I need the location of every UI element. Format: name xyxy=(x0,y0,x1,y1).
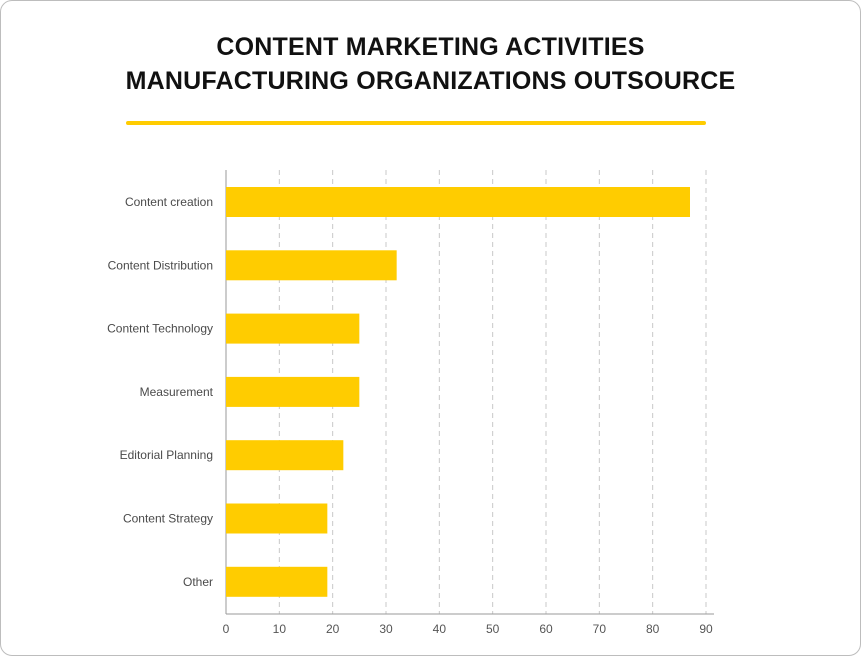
category-label: Content Technology xyxy=(107,322,213,336)
x-tick-label: 40 xyxy=(433,622,447,636)
bar-content-creation xyxy=(226,187,690,217)
category-label: Content Distribution xyxy=(108,258,213,272)
x-tick-label: 80 xyxy=(646,622,660,636)
bar-content-technology xyxy=(226,313,360,344)
chart-title-line-1: CONTENT MARKETING ACTIVITIES xyxy=(216,33,645,61)
x-tick-label: 30 xyxy=(379,622,393,636)
x-tick-label: 50 xyxy=(486,622,500,636)
category-label: Other xyxy=(183,575,213,589)
category-label: Content creation xyxy=(125,195,213,209)
x-tick-label: 60 xyxy=(539,622,553,636)
x-tick-label: 90 xyxy=(699,622,713,636)
bar-measurement xyxy=(226,376,360,407)
category-label: Measurement xyxy=(140,385,214,399)
chart-title: CONTENT MARKETING ACTIVITIES MANUFACTURI… xyxy=(0,30,861,98)
x-tick-label: 10 xyxy=(273,622,287,636)
x-tick-label: 70 xyxy=(593,622,607,636)
bar-content-strategy xyxy=(226,503,328,534)
title-underline xyxy=(126,121,706,125)
x-tick-label: 0 xyxy=(223,622,230,636)
bar-editorial-planning xyxy=(226,440,344,471)
bar-other xyxy=(226,566,328,597)
chart-title-line-2: MANUFACTURING ORGANIZATIONS OUTSOURCE xyxy=(125,67,736,95)
bar-content-distribution xyxy=(226,250,397,281)
category-label: Editorial Planning xyxy=(120,448,213,462)
x-tick-label: 20 xyxy=(326,622,340,636)
category-label: Content Strategy xyxy=(123,512,213,526)
